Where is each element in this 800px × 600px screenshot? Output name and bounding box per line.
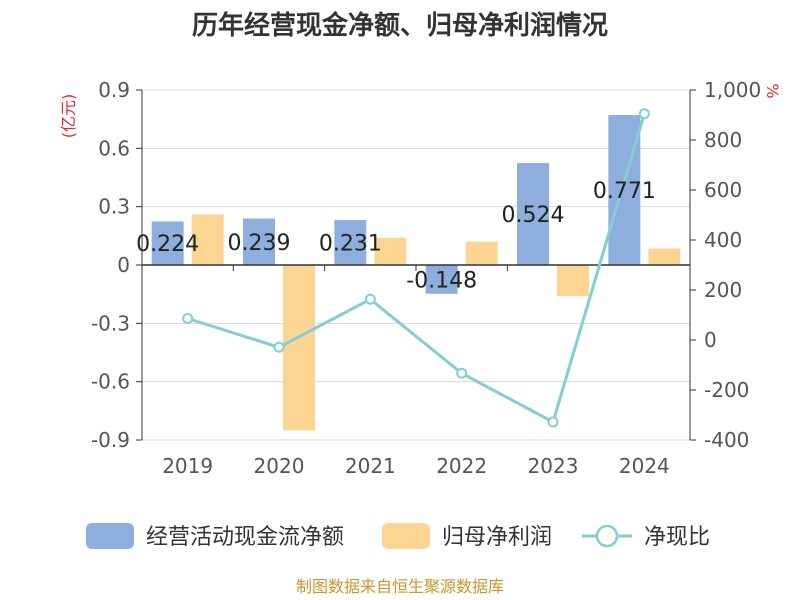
data-labels-group: 0.224 0.239 0.231 -0.148 0.524 0.771 <box>136 179 656 293</box>
y-left-tick-label: -0.6 <box>91 370 130 394</box>
legend-label-cashflow: 经营活动现金流净额 <box>146 525 344 550</box>
chart-title: 历年经营现金净额、归母净利润情况 <box>192 10 608 41</box>
legend-label-net-cash-ratio: 净现比 <box>644 525 710 550</box>
line-point <box>182 313 194 324</box>
legend-marker-net-cash-ratio <box>595 524 619 548</box>
data-label: 0.224 <box>136 232 199 257</box>
y-right-tick-label: -400 <box>704 428 749 452</box>
data-label: -0.148 <box>406 268 477 293</box>
legend-swatch-net-profit <box>382 523 430 549</box>
bars-group <box>151 115 681 431</box>
y-right-tick-label: 1,000 <box>704 78 761 102</box>
y-left-tick-label: 0 <box>117 253 130 277</box>
y-right-tick-label: -200 <box>704 378 749 402</box>
bar-cashflow <box>243 218 275 265</box>
data-label: 0.231 <box>319 232 382 257</box>
y-right-tick-label: 800 <box>704 128 742 152</box>
line-net-cash-ratio <box>187 113 646 425</box>
line-point <box>273 341 285 353</box>
bar-net-profit <box>648 248 681 265</box>
legend: 经营活动现金流净额 归母净利润 净现比 <box>86 523 710 550</box>
line-point <box>547 416 559 428</box>
bar-cashflow <box>425 265 458 294</box>
bar-net-profit <box>191 214 224 265</box>
bar-net-profit <box>283 265 315 431</box>
data-label: 0.771 <box>593 179 656 204</box>
x-tick-label: 2023 <box>528 454 579 478</box>
line-series-group <box>182 108 650 428</box>
y-left-tick-label: 0.3 <box>98 195 130 219</box>
bar-net-profit <box>374 237 407 265</box>
legend-label-net-profit: 归母净利润 <box>442 525 552 550</box>
legend-swatch-cashflow <box>86 523 134 549</box>
y-left-tick-label: 0.6 <box>98 136 130 160</box>
x-tick-label: 2019 <box>162 454 213 478</box>
line-point <box>456 367 468 379</box>
bar-cashflow <box>151 221 184 265</box>
y-left-unit: (亿元) <box>59 94 78 139</box>
bar-net-profit <box>465 241 498 265</box>
y-left-tick-label: -0.3 <box>91 311 130 335</box>
source-note: 制图数据来自恒生聚源数据库 <box>296 577 504 596</box>
y-right-tick-label: 400 <box>704 228 742 252</box>
bar-net-profit <box>557 265 589 297</box>
bar-cashflow <box>517 163 549 265</box>
line-point <box>638 108 650 120</box>
data-label: 0.239 <box>228 231 291 256</box>
x-tick-label: 2021 <box>345 454 396 478</box>
y-right-tick-label: 0 <box>704 328 717 352</box>
data-label: 0.524 <box>502 203 565 228</box>
line-point <box>364 293 376 305</box>
y-left-tick-label: -0.9 <box>91 428 130 452</box>
x-tick-label: 2024 <box>619 454 670 478</box>
bar-cashflow <box>334 220 367 265</box>
y-right-tick-label: 600 <box>704 178 742 202</box>
x-tick-label: 2020 <box>254 454 305 478</box>
y-left-tick-label: 0.9 <box>98 78 130 102</box>
y-right-unit: % <box>763 83 782 98</box>
y-right-tick-label: 200 <box>704 278 742 302</box>
x-tick-label: 2022 <box>436 454 487 478</box>
axes-group: 0.9 0.6 0.3 0 -0.3 -0.6 -0.9 1,000 800 600 400 200 0… <box>91 78 761 478</box>
